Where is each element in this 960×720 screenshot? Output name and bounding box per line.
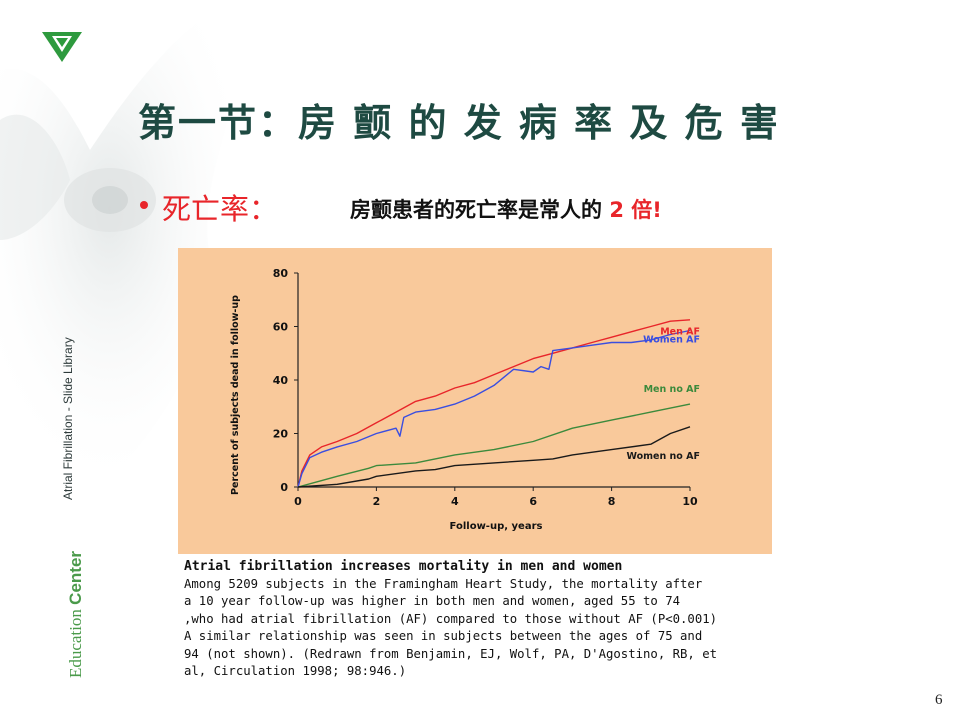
page-number: 6 [935, 692, 943, 708]
chart-series [297, 319, 691, 488]
y-tick-label: 20 [273, 428, 289, 441]
center-word: Center [66, 550, 85, 605]
figure-caption: Atrial fibrillation increases mortality … [184, 558, 784, 681]
y-tick-label: 0 [280, 481, 288, 494]
x-tick-label: 0 [294, 495, 302, 508]
y-tick-label: 60 [273, 321, 289, 334]
slide-title: 第一节：房 颤 的 发 病 率 及 危 害 [138, 101, 780, 145]
education-center-label: Education Center [66, 551, 86, 678]
caption-line: Among 5209 subjects in the Framingham He… [184, 576, 703, 591]
x-tick-label: 8 [608, 495, 616, 508]
series-label: Men AF [660, 327, 700, 338]
caption-line: al, Circulation 1998; 98:946.) [184, 664, 407, 678]
x-tick-label: 4 [451, 495, 459, 508]
x-tick-label: 2 [373, 495, 381, 508]
x-tick-label: 6 [529, 495, 537, 508]
series-line-women-no-af [297, 426, 691, 488]
education-word: Education [66, 604, 85, 678]
x-tick-label: 10 [682, 495, 698, 508]
series-label: Women AF [643, 335, 700, 346]
caption-line: A similar relationship was seen in subje… [184, 629, 703, 643]
series-line-men-af [297, 319, 691, 488]
caption-line: ,who had atrial fibrillation (AF) compar… [184, 611, 718, 626]
series-label: Men no AF [644, 384, 700, 395]
bullet-text-emphasis: 2 倍! [609, 198, 662, 222]
y-tick-label: 40 [273, 374, 289, 387]
caption-line: a 10 year follow-up was higher in both m… [184, 594, 681, 608]
chart-axes: 0 20 40 60 80 0 2 4 6 8 10 [273, 267, 698, 508]
series-line-men-no-af [297, 403, 691, 488]
caption-line: 94 (not shown). (Redrawn from Benjamin, … [184, 646, 718, 661]
bullet-dot-icon [140, 201, 148, 209]
x-axis-label: Follow-up, years [450, 521, 543, 532]
y-tick-label: 80 [273, 267, 289, 280]
company-logo [42, 32, 82, 62]
bullet-text: 房颤患者的死亡率是常人的 2 倍! [350, 194, 662, 224]
series-label: Women no AF [626, 451, 700, 462]
series-line-women-af [297, 329, 691, 488]
bullet-label: 死亡率： [162, 192, 279, 226]
caption-title: Atrial fibrillation increases mortality … [184, 559, 623, 574]
y-axis-label: Percent of subjects dead in follow-up [230, 295, 241, 495]
side-library-label: Atrial Fibrillation - Slide Library [61, 337, 75, 500]
bullet-item: 死亡率： [140, 186, 278, 228]
chart-panel: 0 20 40 60 80 0 2 4 6 8 10 Men AF Women AF Men no AF… [178, 248, 772, 554]
bullet-text-main: 房颤患者的死亡率是常人的 [350, 198, 610, 222]
